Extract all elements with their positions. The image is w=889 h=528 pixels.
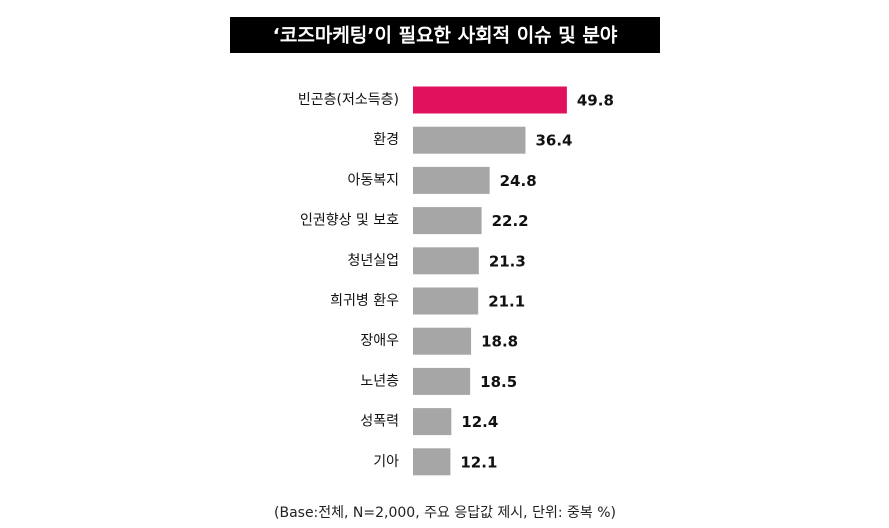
title-box	[230, 17, 660, 53]
category-label: 성폭력	[360, 414, 399, 430]
value-label: 24.8	[500, 172, 537, 190]
chart-title: ‘코즈마케팅’이 필요한 사회적 이슈 및 분야	[273, 25, 618, 47]
category-label: 기아	[373, 454, 399, 470]
footnote: (Base:전체, N=2,000, 주요 응답값 제시, 단위: 중복 %)	[274, 505, 616, 521]
value-label: 12.4	[461, 413, 498, 431]
bar	[413, 166, 490, 194]
value-label: 18.8	[481, 333, 518, 351]
category-label: 청년실업	[347, 253, 399, 269]
bar	[413, 247, 479, 275]
value-label: 49.8	[577, 92, 614, 110]
value-label: 12.1	[460, 453, 497, 471]
value-label: 22.2	[492, 212, 529, 230]
bar	[413, 408, 452, 436]
category-label: 환경	[373, 132, 399, 148]
category-label: 노년층	[360, 373, 399, 389]
value-label: 36.4	[535, 132, 572, 150]
bar	[413, 207, 482, 235]
bar	[413, 126, 526, 154]
bar	[413, 327, 472, 355]
bar	[413, 86, 567, 114]
category-label: 인권향상 및 보호	[300, 213, 399, 229]
category-label: 아동복지	[347, 172, 399, 188]
value-label: 18.5	[480, 373, 517, 391]
category-label: 빈곤층(저소득층)	[298, 92, 399, 108]
value-label: 21.3	[489, 252, 526, 270]
value-label: 21.1	[488, 293, 525, 311]
bar	[413, 287, 479, 315]
bar	[413, 367, 471, 395]
category-label: 희귀병 환우	[330, 293, 399, 309]
bar	[413, 448, 451, 476]
category-label: 장애우	[360, 333, 399, 349]
